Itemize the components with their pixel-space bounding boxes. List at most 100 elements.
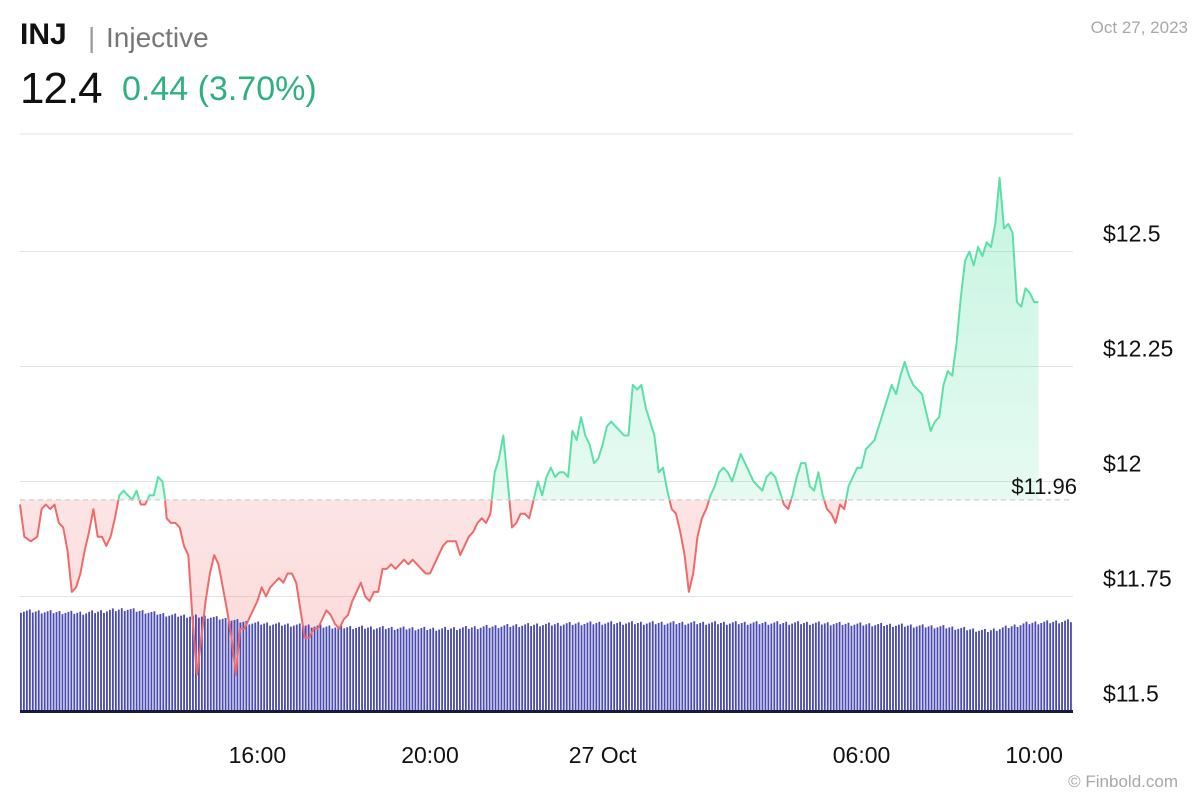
volume-bar xyxy=(527,623,530,711)
volume-bar xyxy=(797,621,799,711)
volume-bar xyxy=(728,623,731,711)
volume-bar xyxy=(838,621,841,711)
volume-bar xyxy=(91,610,94,711)
volume-bar xyxy=(1055,620,1058,711)
volume-bar xyxy=(675,624,678,711)
volume-bar xyxy=(954,629,957,711)
volume-bar xyxy=(814,622,817,711)
volume-bar xyxy=(301,626,304,711)
volume-bar xyxy=(114,611,117,711)
volume-bar xyxy=(117,609,120,711)
volume-bar xyxy=(43,612,46,711)
volume-bar xyxy=(358,626,360,711)
volume-bar xyxy=(752,622,755,711)
volume-bar xyxy=(459,628,461,711)
volume-bar xyxy=(639,621,642,711)
volume-bar xyxy=(690,622,693,711)
volume-bar xyxy=(518,627,521,711)
volume-bar xyxy=(88,611,91,711)
volume-bar xyxy=(150,612,153,711)
volume-bar xyxy=(817,621,820,711)
volume-bar xyxy=(589,621,592,711)
volume-bar xyxy=(1013,624,1016,711)
volume-bar xyxy=(642,624,645,711)
volume-bar xyxy=(580,625,583,711)
volume-bar xyxy=(895,625,897,711)
volume-bar xyxy=(1052,621,1055,711)
volume-bar xyxy=(106,611,108,711)
volume-bar xyxy=(141,610,144,711)
volume-bar xyxy=(880,622,883,711)
x-tick-label: 27 Oct xyxy=(569,742,637,768)
volume-bar xyxy=(562,624,565,711)
volume-bar xyxy=(616,623,619,711)
volume-bar xyxy=(331,628,334,711)
volume-bar xyxy=(254,622,257,711)
volume-bar xyxy=(171,614,174,711)
volume-bar xyxy=(52,613,55,711)
volume-bar xyxy=(129,609,132,711)
volume-bar xyxy=(260,624,263,711)
volume-bar xyxy=(343,628,346,711)
volume-bar xyxy=(619,621,622,711)
volume-bar xyxy=(73,613,76,711)
volume-bar xyxy=(841,625,844,711)
volume-bar xyxy=(622,624,624,711)
volume-bar xyxy=(966,630,969,711)
volume-bar xyxy=(862,625,865,711)
volume-bar xyxy=(429,628,432,711)
y-tick-label: $11.75 xyxy=(1103,566,1172,592)
source-credit: © Finbold.com xyxy=(1068,772,1178,791)
volume-bar xyxy=(960,627,963,711)
volume-bar xyxy=(1061,622,1063,711)
volume-bar xyxy=(85,613,88,711)
volume-bar xyxy=(853,624,856,711)
volume-bar xyxy=(625,623,627,711)
volume-bar xyxy=(251,623,254,711)
volume-bar xyxy=(850,625,853,711)
volume-bar xyxy=(186,617,188,711)
volume-bar xyxy=(224,618,227,711)
volume-bar xyxy=(156,614,159,711)
volume-bar xyxy=(361,625,363,711)
volume-bar xyxy=(456,630,458,711)
volume-bar xyxy=(648,622,651,711)
volume-bar xyxy=(636,623,639,711)
volume-bar xyxy=(577,622,580,711)
volume-bar xyxy=(473,626,476,711)
volume-bar xyxy=(631,621,633,711)
volume-bar xyxy=(138,610,141,711)
volume-bar xyxy=(123,610,126,711)
volume-bar xyxy=(417,629,420,711)
volume-bar xyxy=(725,624,728,711)
volume-bar xyxy=(402,626,405,711)
volume-bar xyxy=(1058,623,1061,711)
volume-bar xyxy=(749,623,752,711)
volume-bar xyxy=(651,621,654,711)
volume-bar xyxy=(423,626,426,711)
volume-bar xyxy=(387,628,390,711)
volume-bar xyxy=(559,625,562,711)
volume-bar xyxy=(969,629,972,711)
volume-bar xyxy=(945,628,948,711)
volume-bar xyxy=(889,623,891,711)
volume-bar xyxy=(571,624,574,711)
volume-bar xyxy=(467,628,470,711)
volume-bar xyxy=(989,630,992,711)
volume-bar xyxy=(286,623,289,711)
volume-bar xyxy=(25,610,28,711)
volume-bar xyxy=(22,611,25,711)
volume-bar xyxy=(992,628,995,711)
volume-bar xyxy=(773,622,776,711)
volume-bar xyxy=(370,626,372,711)
volume-bar xyxy=(1067,619,1069,711)
volume-bar xyxy=(684,624,687,711)
volume-bar xyxy=(275,623,277,711)
baseline: $11.96 xyxy=(20,474,1077,501)
volume-bar xyxy=(111,608,114,711)
volume-bar xyxy=(390,626,393,711)
volume-bar xyxy=(1049,623,1052,711)
volume-bar xyxy=(411,627,414,711)
volume-bar xyxy=(806,621,808,711)
volume-bar xyxy=(663,624,666,711)
